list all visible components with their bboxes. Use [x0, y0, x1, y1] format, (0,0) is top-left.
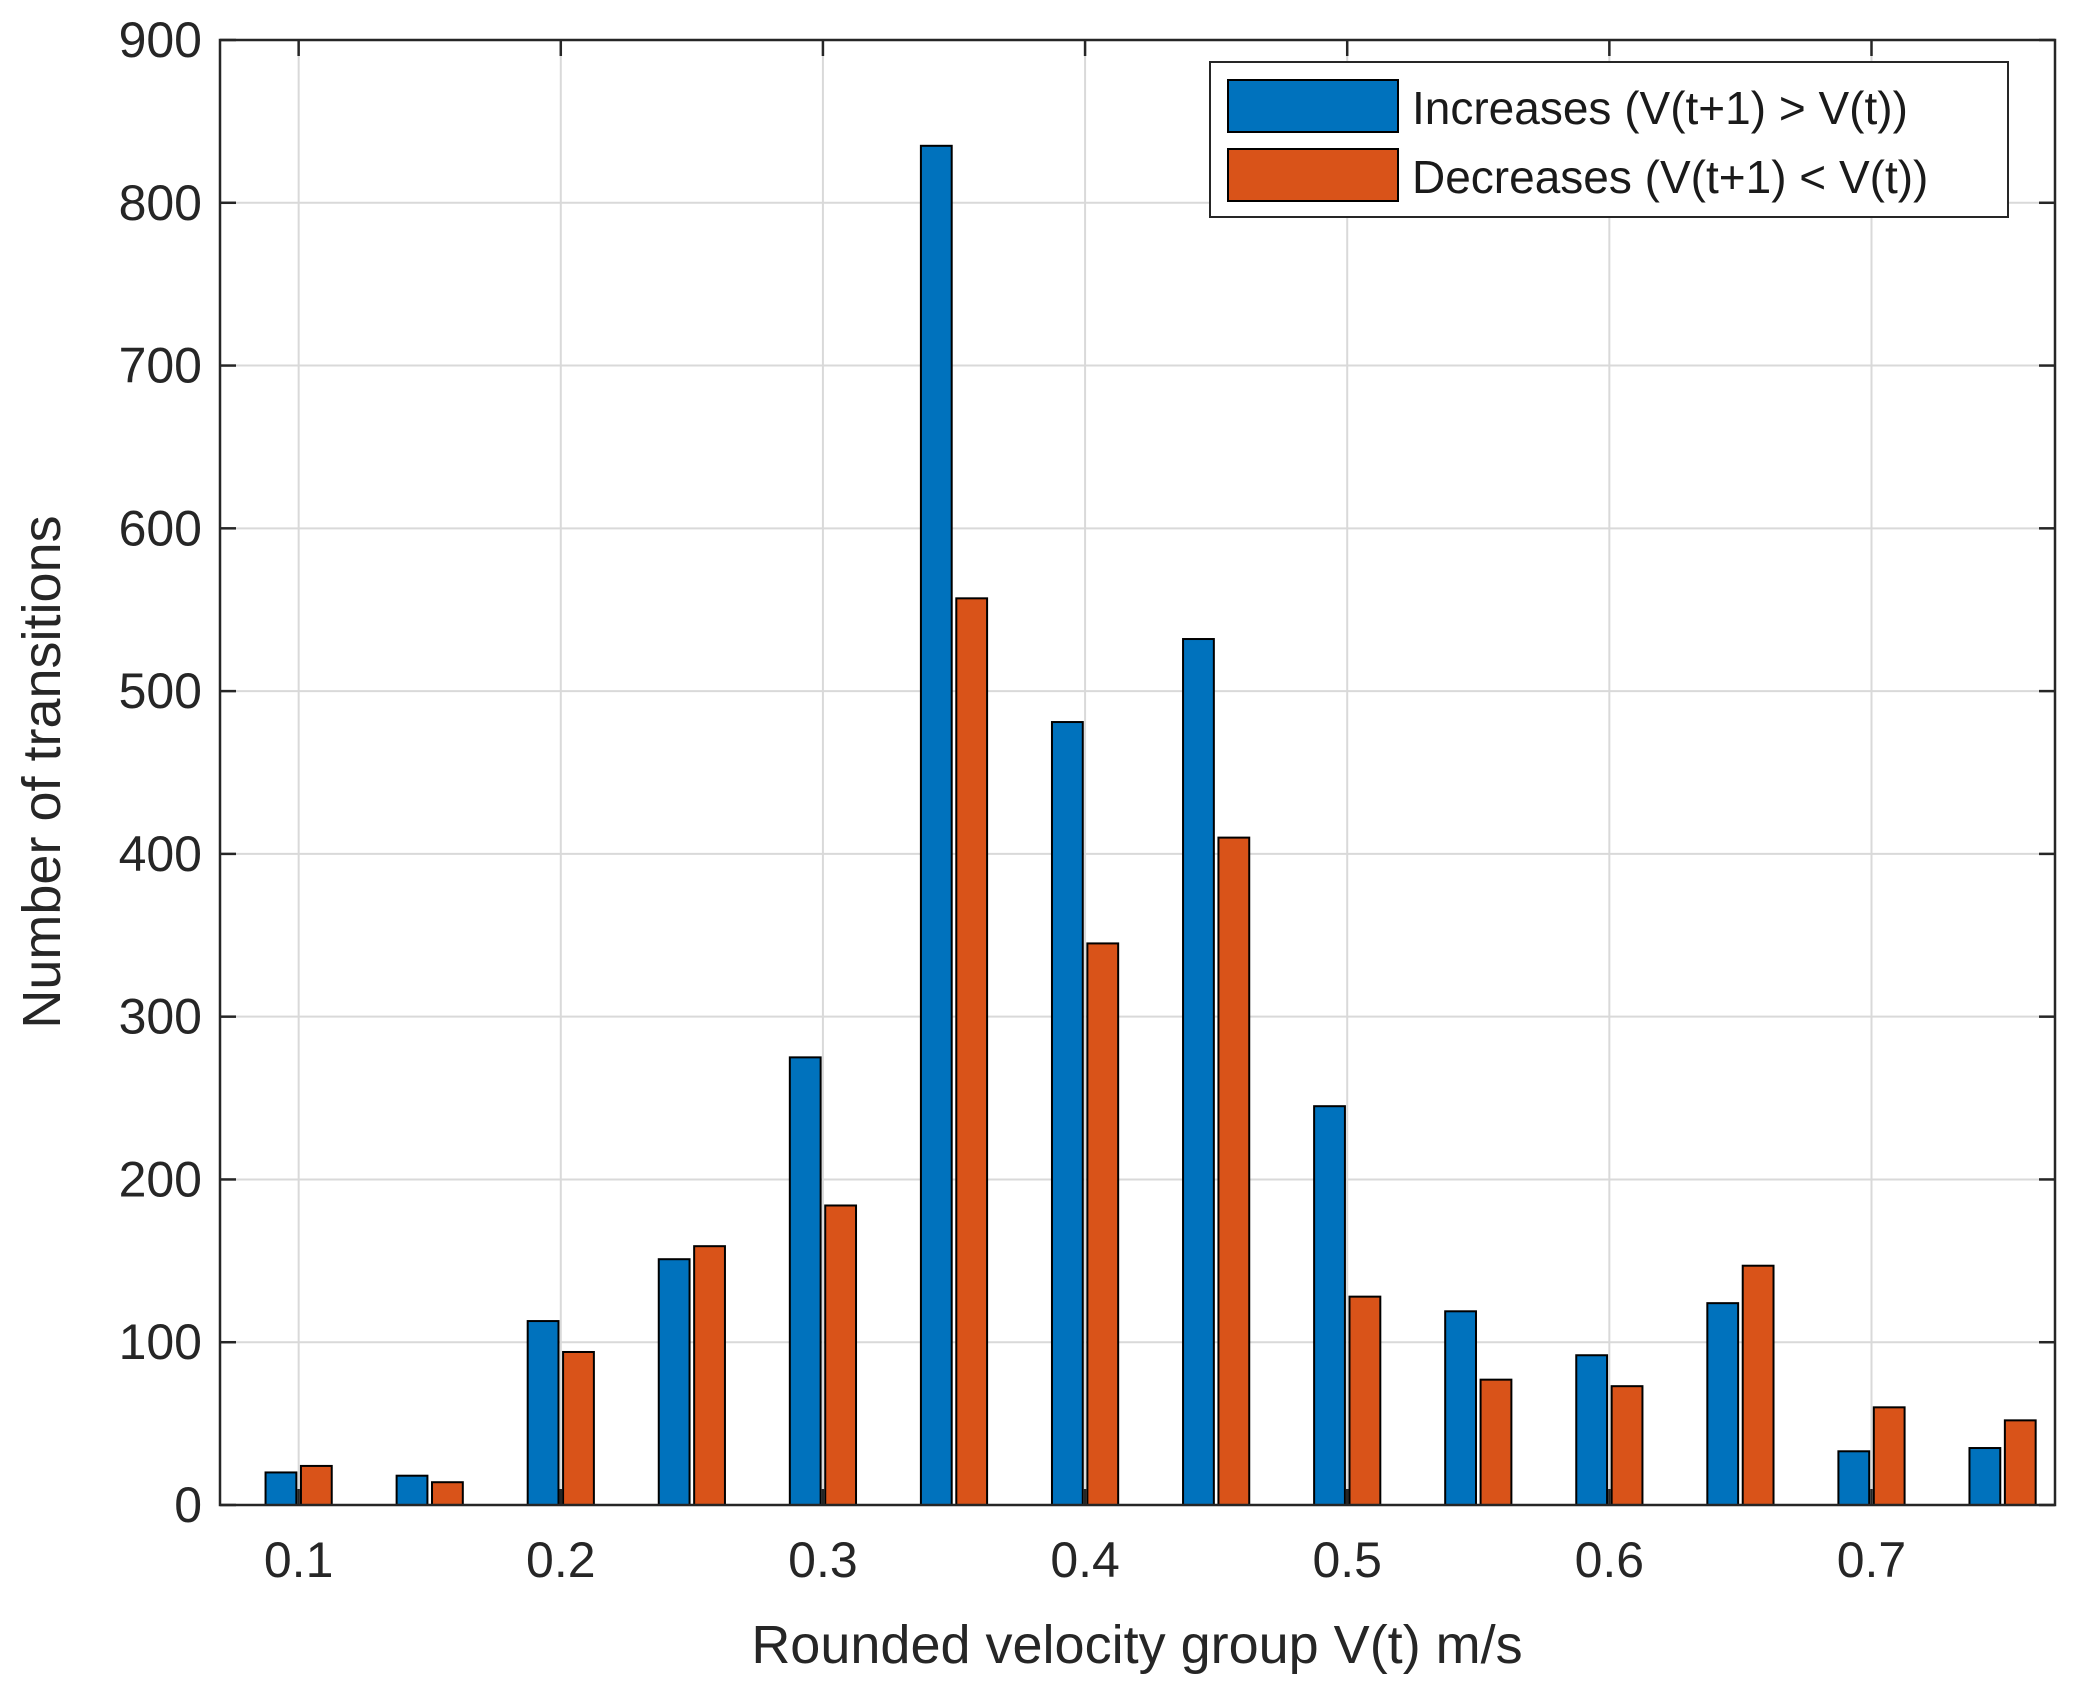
x-axis-ticks: 0.1 0.2 0.3 0.4 0.5 0.6 0.7: [264, 40, 1906, 1588]
bar-decreases: [693, 1245, 726, 1507]
bar-increases: [1182, 638, 1215, 1506]
bar-decreases: [955, 597, 989, 1506]
bar-increases: [526, 1320, 560, 1507]
legend: Increases (V(t+1) > V(t)) Decreases (V(t…: [1209, 61, 2009, 218]
bar-increases: [657, 1258, 691, 1507]
x-tick-label: 0.6: [1575, 1532, 1645, 1588]
y-axis-ticks: 0 100 200 300 400 500 600 700 800 900: [119, 12, 2055, 1533]
bar-decreases: [1348, 1295, 1382, 1506]
y-tick-label: 900: [119, 12, 202, 68]
bar-decreases: [431, 1481, 464, 1506]
y-tick-label: 700: [119, 338, 202, 394]
x-tick-label: 0.4: [1050, 1532, 1120, 1588]
bar-increases: [395, 1474, 429, 1506]
bar-decreases: [2003, 1419, 2037, 1507]
y-tick-label: 800: [119, 175, 202, 231]
legend-swatch-decreases: [1227, 148, 1399, 202]
plot-frame: [218, 38, 2057, 1507]
x-tick-label: 0.5: [1312, 1532, 1382, 1588]
bar-decreases: [1479, 1378, 1513, 1507]
y-tick-label: 100: [119, 1314, 202, 1370]
y-tick-label: 400: [119, 826, 202, 882]
bar-increases: [1837, 1450, 1871, 1506]
x-axis-label: Rounded velocity group V(t) m/s: [751, 1615, 1522, 1675]
legend-swatch-increases: [1227, 79, 1399, 133]
bar-decreases: [299, 1464, 333, 1507]
y-tick-label: 500: [119, 663, 202, 719]
bar-increases: [1444, 1310, 1477, 1506]
bar-increases: [1968, 1447, 2002, 1507]
bar-increases: [1050, 721, 1084, 1506]
plot-area: [220, 40, 2055, 1505]
y-tick-label: 0: [174, 1477, 202, 1533]
bar-decreases: [562, 1350, 595, 1506]
bar-increases: [1706, 1302, 1740, 1506]
y-axis-label: Number of transitions: [12, 515, 72, 1028]
legend-label-increases: Increases (V(t+1) > V(t)): [1412, 82, 1908, 134]
bar-increases: [1313, 1105, 1346, 1506]
bar-decreases: [1086, 942, 1120, 1506]
grid-lines: [220, 40, 2055, 1505]
y-tick-label: 600: [119, 500, 202, 556]
x-tick-label: 0.7: [1837, 1532, 1907, 1588]
y-tick-label: 200: [119, 1151, 202, 1207]
x-tick-label: 0.1: [264, 1532, 334, 1588]
bar-decreases: [1217, 836, 1251, 1506]
x-tick-label: 0.2: [526, 1532, 596, 1588]
legend-label-decreases: Decreases (V(t+1) < V(t)): [1412, 151, 1928, 203]
bar-decreases: [1872, 1406, 1906, 1507]
bar-decreases: [1741, 1264, 1775, 1507]
bar-increases: [919, 144, 953, 1507]
bar-increases: [264, 1471, 298, 1507]
bar-decreases: [824, 1204, 858, 1506]
bar-decreases: [1610, 1385, 1644, 1507]
x-tick-label: 0.3: [788, 1532, 858, 1588]
y-tick-label: 300: [119, 989, 202, 1045]
bar-increases: [788, 1056, 822, 1506]
bar-increases: [1575, 1354, 1609, 1506]
